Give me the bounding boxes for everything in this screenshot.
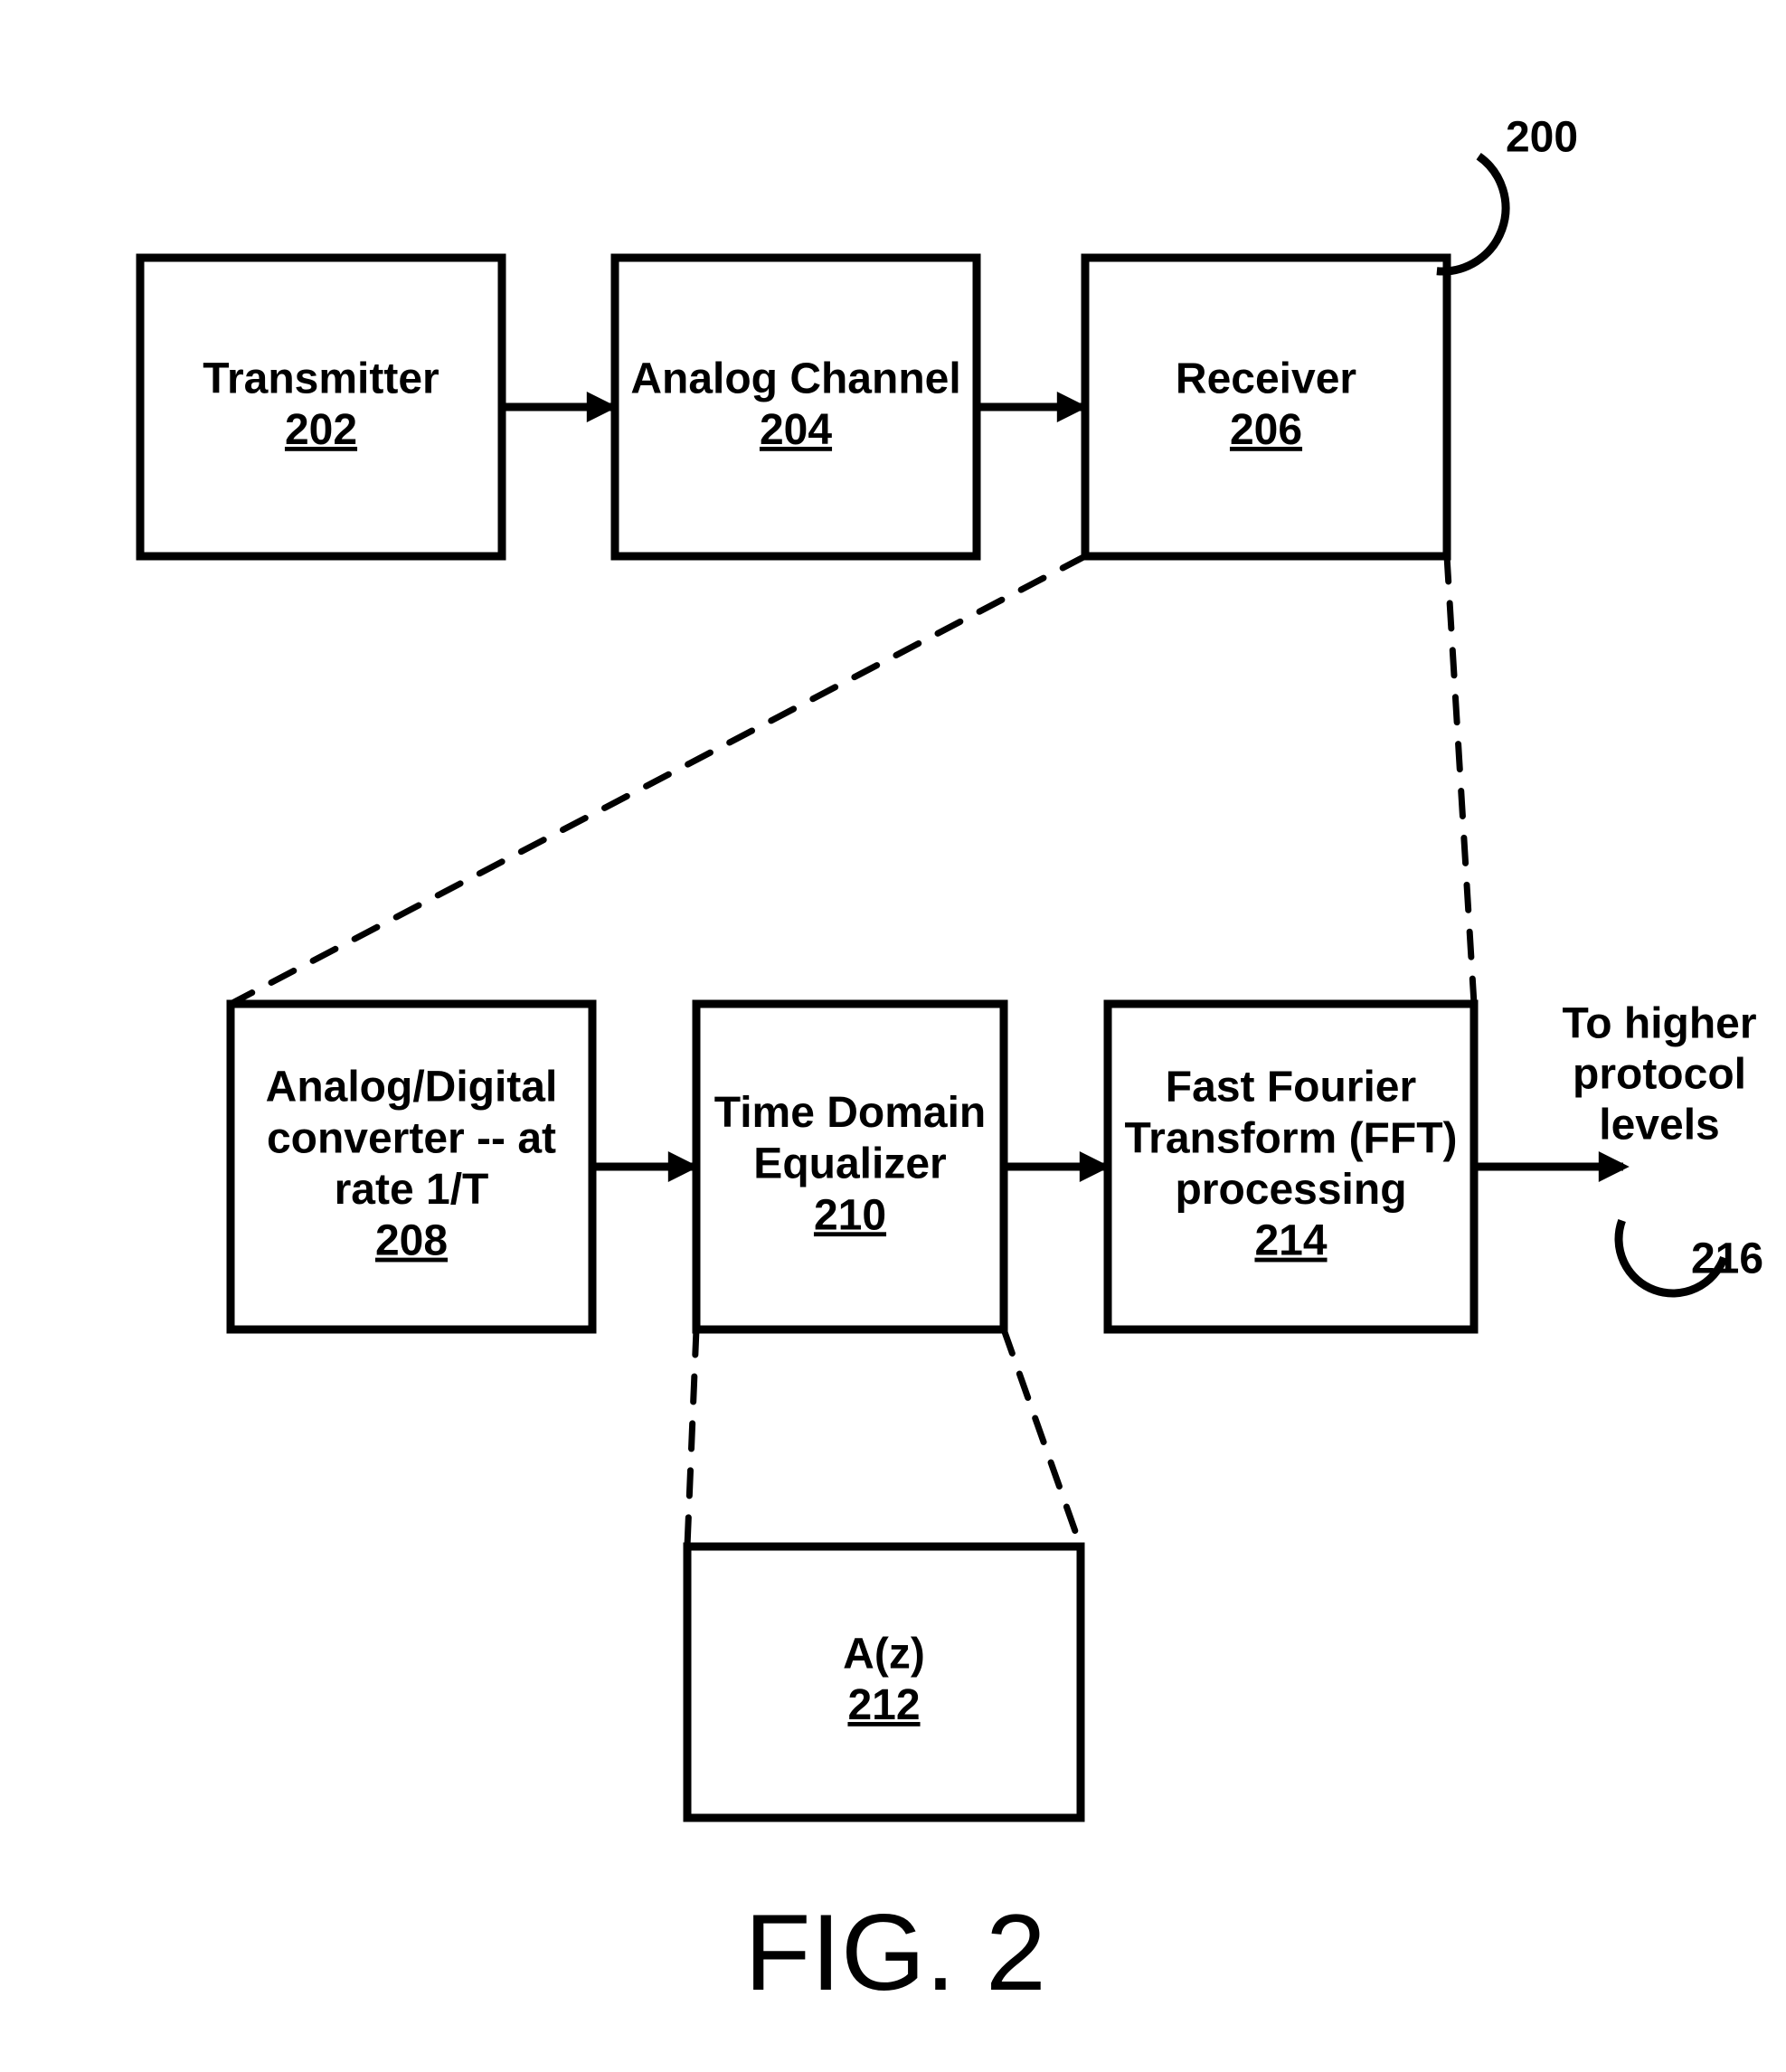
- expansion-dash: [231, 556, 1085, 1004]
- expansion-dash: [687, 1329, 696, 1547]
- output-label: protocol: [1573, 1051, 1746, 1099]
- block-label: Analog/Digital: [266, 1064, 558, 1112]
- block-ref: 210: [814, 1191, 886, 1239]
- block-ref: 208: [375, 1217, 448, 1265]
- block-ref: 206: [1230, 406, 1302, 454]
- output-label: levels: [1599, 1102, 1719, 1150]
- block-label: rate 1/T: [335, 1166, 489, 1214]
- block-label: Fast Fourier: [1166, 1064, 1416, 1112]
- receiver-block: Receiver206: [1085, 258, 1447, 556]
- block-label: Equalizer: [753, 1140, 946, 1188]
- fft-block: Fast FourierTransform (FFT)processing214: [1108, 1004, 1474, 1329]
- block-ref: 214: [1254, 1217, 1327, 1265]
- figure-label: FIG. 2: [744, 1892, 1045, 2013]
- block-label: Analog Channel: [630, 355, 960, 402]
- az-filter-block: A(z)212: [687, 1547, 1081, 1818]
- adc-block: Analog/Digitalconverter -- atrate 1/T208: [231, 1004, 592, 1329]
- output-label: To higher: [1562, 1000, 1756, 1048]
- analog-channel-block: Analog Channel204: [615, 258, 977, 556]
- block-label: Transform (FFT): [1125, 1114, 1458, 1162]
- time-domain-equalizer-block: Time DomainEqualizer210: [696, 1004, 1004, 1329]
- ref-216: 216: [1691, 1235, 1763, 1283]
- block-ref: 202: [285, 406, 357, 454]
- block-label: Time Domain: [714, 1089, 987, 1137]
- block-label: A(z): [843, 1630, 925, 1678]
- block-ref: 204: [760, 406, 832, 454]
- block-label: converter -- at: [267, 1114, 556, 1162]
- block-label: processing: [1175, 1166, 1406, 1214]
- ref-200: 200: [1506, 114, 1578, 162]
- expansion-dash: [1447, 556, 1474, 1004]
- block-label: Receiver: [1176, 355, 1356, 402]
- block-ref: 212: [847, 1681, 920, 1729]
- transmitter-block: Transmitter202: [140, 258, 502, 556]
- block-label: Transmitter: [203, 355, 439, 402]
- expansion-dash: [1004, 1329, 1081, 1547]
